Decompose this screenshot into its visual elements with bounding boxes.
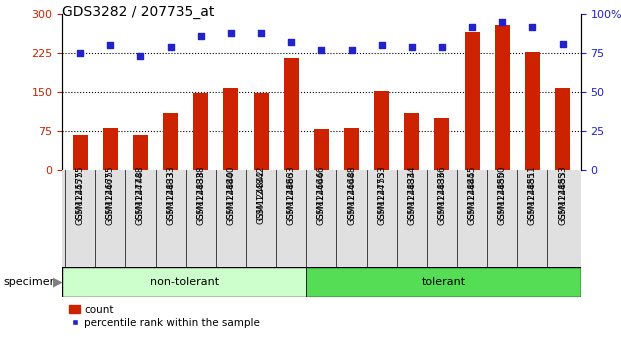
Point <box>135 53 145 59</box>
Bar <box>465 32 479 170</box>
Text: GDS3282 / 207735_at: GDS3282 / 207735_at <box>62 5 214 19</box>
Text: GSM124850: GSM124850 <box>498 170 507 225</box>
Text: GSM124853: GSM124853 <box>558 170 567 225</box>
Text: GSM124753: GSM124753 <box>377 170 386 225</box>
Point <box>316 47 327 53</box>
Bar <box>103 129 118 170</box>
Bar <box>133 135 148 170</box>
Text: GSM124675: GSM124675 <box>106 170 115 225</box>
Bar <box>163 113 178 170</box>
Text: GSM124851: GSM124851 <box>528 170 537 225</box>
Text: GSM124748: GSM124748 <box>136 170 145 224</box>
Bar <box>344 129 359 170</box>
Legend: count, percentile rank within the sample: count, percentile rank within the sample <box>67 303 262 330</box>
Text: non-tolerant: non-tolerant <box>150 277 219 287</box>
Text: GSM124834: GSM124834 <box>407 170 416 224</box>
Point <box>256 30 266 36</box>
Bar <box>435 118 450 170</box>
Point <box>558 41 568 47</box>
Text: GSM124845: GSM124845 <box>468 170 476 224</box>
Point <box>437 44 447 50</box>
Text: GSM124575: GSM124575 <box>76 170 84 225</box>
Bar <box>525 52 540 170</box>
Bar <box>404 113 419 170</box>
Text: ▶: ▶ <box>53 276 62 289</box>
Bar <box>495 24 510 170</box>
Point <box>196 33 206 39</box>
Bar <box>193 93 208 170</box>
Text: specimen: specimen <box>3 277 57 287</box>
Point <box>497 19 507 25</box>
Point <box>467 24 477 29</box>
Bar <box>253 93 269 170</box>
Point <box>75 50 85 56</box>
Bar <box>224 88 238 170</box>
Bar <box>284 58 299 170</box>
Text: GSM124840: GSM124840 <box>227 170 235 224</box>
Point <box>527 24 537 29</box>
Bar <box>306 267 581 297</box>
Point <box>286 39 296 45</box>
Text: GSM124646: GSM124646 <box>317 170 326 224</box>
Text: GSM124842: GSM124842 <box>256 170 266 224</box>
Bar <box>73 135 88 170</box>
Bar <box>374 91 389 170</box>
Point <box>377 42 387 48</box>
Point <box>106 42 116 48</box>
Text: GSM124838: GSM124838 <box>196 170 206 225</box>
Bar <box>555 88 570 170</box>
Text: GSM124863: GSM124863 <box>287 170 296 225</box>
Point <box>347 47 356 53</box>
Text: GSM124648: GSM124648 <box>347 170 356 224</box>
Bar <box>314 130 329 170</box>
Text: GSM124833: GSM124833 <box>166 170 175 225</box>
Point <box>407 44 417 50</box>
Text: tolerant: tolerant <box>421 277 465 287</box>
Point <box>226 30 236 36</box>
Point <box>166 44 176 50</box>
Bar <box>62 267 306 297</box>
Text: GSM124836: GSM124836 <box>437 170 446 225</box>
